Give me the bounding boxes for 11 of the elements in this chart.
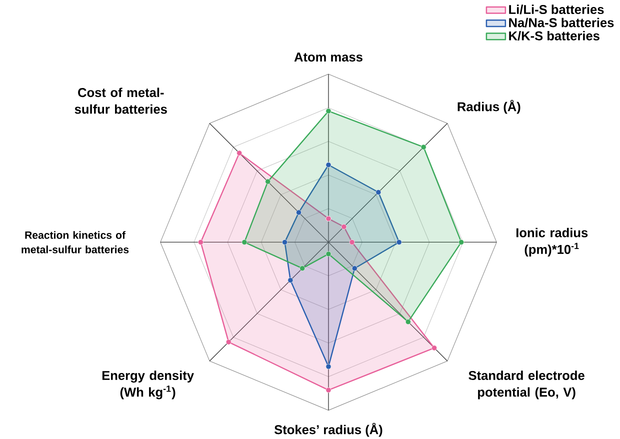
- spoke-label: Reaction kinetics of metal-sulfur batteries: [22, 231, 129, 254]
- spoke-label: Atom mass: [294, 52, 362, 62]
- spoke-label: Stokes’ radius (Å): [274, 422, 382, 437]
- legend-label: Na/Na-S batteries: [509, 18, 614, 28]
- spoke-label: Standard electrode potential (Eo, V): [468, 370, 584, 400]
- spoke-label: Cost of metal-sulfur batteries: [74, 88, 167, 114]
- legend-label: Li/Li-S batteries: [509, 4, 604, 14]
- legend-label: K/K-S batteries: [509, 31, 600, 41]
- spoke-label: Radius (Å): [458, 100, 520, 114]
- spoke-label: Energy density (Wh kg$^{-1}$): [102, 370, 194, 400]
- spoke-label: Ionic radius (pm)*10$^{-1}$: [516, 228, 588, 257]
